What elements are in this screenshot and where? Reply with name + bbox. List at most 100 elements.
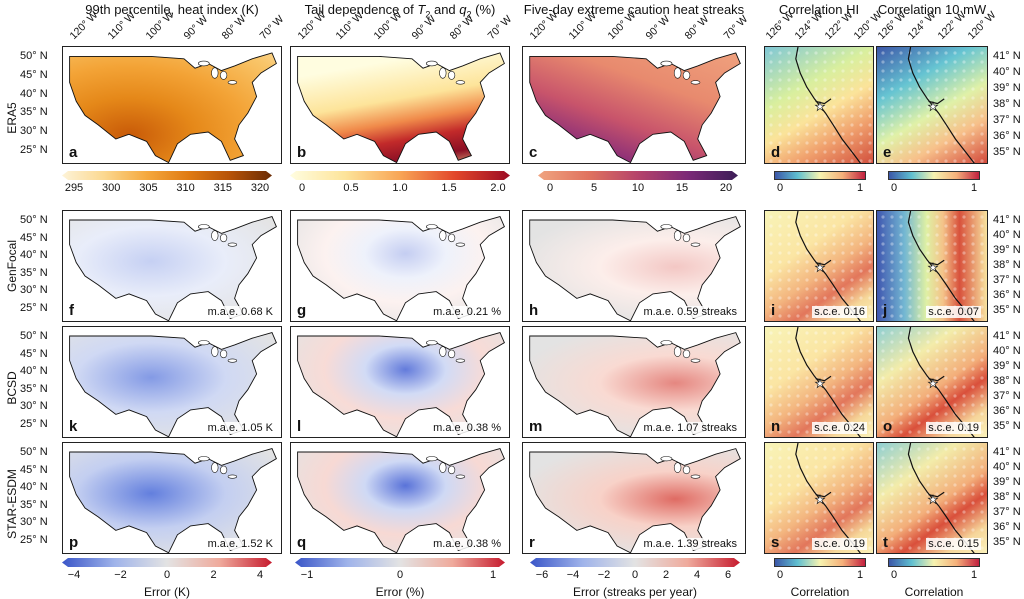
ca-latitude-tick: 36° N	[993, 405, 1021, 417]
colorbar-tick: −2	[114, 569, 127, 581]
latitude-tick: 50° N	[20, 50, 48, 62]
great-lake	[198, 340, 210, 346]
great-lake	[690, 474, 701, 479]
great-lake	[426, 456, 438, 462]
great-lake	[220, 233, 228, 243]
panel-letter: m	[529, 418, 543, 435]
panel-t: ★ t s.c.e. 0.15	[876, 442, 988, 554]
ca-latitude-tick: 37° N	[993, 390, 1021, 402]
great-lake	[660, 340, 673, 346]
colorbar-streak-top	[538, 171, 738, 180]
location-star-icon: ★	[928, 261, 939, 275]
california-coastline	[907, 443, 975, 553]
ca-latitude-tick: 38° N	[993, 259, 1021, 271]
error-metric: s.c.e. 0.19	[812, 538, 867, 550]
latitude-tick: 45° N	[20, 231, 48, 244]
great-lake	[439, 230, 447, 241]
bay-area	[928, 98, 945, 110]
panel-letter: t	[883, 534, 888, 551]
map-c	[529, 52, 741, 163]
row-label-bcsd: BCSD	[5, 371, 19, 405]
great-lake	[448, 349, 456, 359]
colorbar-corr-10mw-top	[888, 171, 980, 180]
great-lake	[673, 346, 682, 357]
ca-latitude-tick: 41° N	[993, 214, 1021, 226]
latitude-tick: 45° N	[20, 347, 48, 360]
latitude-tick: 40° N	[20, 365, 48, 378]
colorbar-tick: 0	[776, 182, 784, 194]
colorbar-tail-bottom	[295, 558, 505, 567]
panel-letter: h	[529, 302, 539, 319]
map-k	[69, 332, 277, 437]
latitude-tick: 35° N	[20, 498, 48, 511]
panel-letter: c	[529, 144, 538, 161]
ca-latitude-tick: 39° N	[993, 476, 1021, 488]
col-title-correlation-10mw: Correlation 10 mW	[877, 2, 987, 17]
map-l	[297, 332, 505, 437]
panel-letter: l	[297, 418, 302, 435]
colorbar-tick: 1.5	[441, 182, 457, 194]
great-lake	[426, 340, 438, 346]
great-lake	[448, 233, 456, 243]
error-metric: m.a.e. 0.68 K	[205, 306, 275, 318]
latitude-tick: 40° N	[20, 249, 48, 262]
error-metric: s.c.e. 0.19	[926, 422, 981, 434]
latitude-tick: 25° N	[20, 144, 48, 156]
great-lake	[220, 465, 228, 475]
panel-c: c	[522, 46, 746, 164]
colorbar-tick: 4	[693, 569, 701, 581]
colorbar-tick: 305	[139, 182, 158, 194]
colorbar-label: Correlation	[790, 585, 850, 599]
ca-latitude-tick: 39° N	[993, 360, 1021, 372]
latitude-tick: 30° N	[20, 125, 48, 138]
great-lake	[455, 358, 466, 363]
panel-letter: a	[69, 144, 78, 161]
colorbar-tick: 310	[176, 182, 195, 194]
panel-o: ★ o s.c.e. 0.19	[876, 326, 988, 438]
latitude-tick: 35° N	[20, 106, 48, 119]
ca-latitude-tick: 38° N	[993, 491, 1021, 503]
ca-latitude-tick: 37° N	[993, 506, 1021, 518]
ca-latitude-tick: 35° N	[993, 420, 1021, 432]
great-lake	[455, 242, 466, 247]
california-coastline	[795, 47, 862, 163]
colorbar-tick: 4	[256, 569, 264, 581]
panel-letter: e	[883, 144, 892, 161]
panel-r: r m.a.e. 1.39 streaks	[522, 442, 746, 554]
ca-latitude-tick: 38° N	[993, 98, 1021, 110]
colorbar-tick: 315	[213, 182, 232, 194]
location-star-icon: ★	[928, 100, 939, 114]
bay-area	[815, 375, 832, 387]
great-lake	[673, 67, 682, 79]
location-star-icon: ★	[815, 493, 826, 507]
great-lake	[439, 67, 447, 79]
panel-l: l m.a.e. 0.38 %	[290, 326, 510, 438]
panel-d: ★ d	[764, 46, 874, 164]
coastline	[69, 52, 277, 163]
colorbar-tick: 1.0	[392, 182, 408, 194]
colorbar-tick: 2	[210, 569, 217, 581]
great-lake	[682, 233, 691, 243]
california-coastline	[795, 443, 861, 553]
bay-area	[815, 259, 832, 271]
california-coastline	[907, 47, 975, 163]
ca-latitude-tick: 37° N	[993, 114, 1021, 126]
panel-s: ★ s s.c.e. 0.19	[764, 442, 874, 554]
longitude-tick: 80° W	[219, 13, 249, 42]
panel-q: q m.a.e. 0.38 %	[290, 442, 510, 554]
colorbar-tick: 0	[631, 569, 639, 581]
ca-latitude-tick: 36° N	[993, 130, 1021, 142]
colorbar-corr-10mw-bottom	[888, 558, 980, 567]
map-a	[69, 52, 277, 163]
great-lake	[220, 70, 228, 80]
panel-letter: o	[883, 418, 893, 435]
great-lake	[227, 474, 238, 479]
error-metric: m.a.e. 0.38 %	[431, 538, 503, 550]
colorbar-label: Error (streaks per year)	[572, 585, 698, 599]
latitude-tick: 25° N	[20, 418, 48, 430]
error-metric: m.a.e. 1.05 K	[205, 422, 275, 434]
map-t: ★	[881, 443, 984, 553]
colorbar-tick: −4	[67, 569, 81, 581]
colorbar-tick: 6	[724, 569, 732, 581]
ca-latitude-tick: 41° N	[993, 446, 1021, 458]
